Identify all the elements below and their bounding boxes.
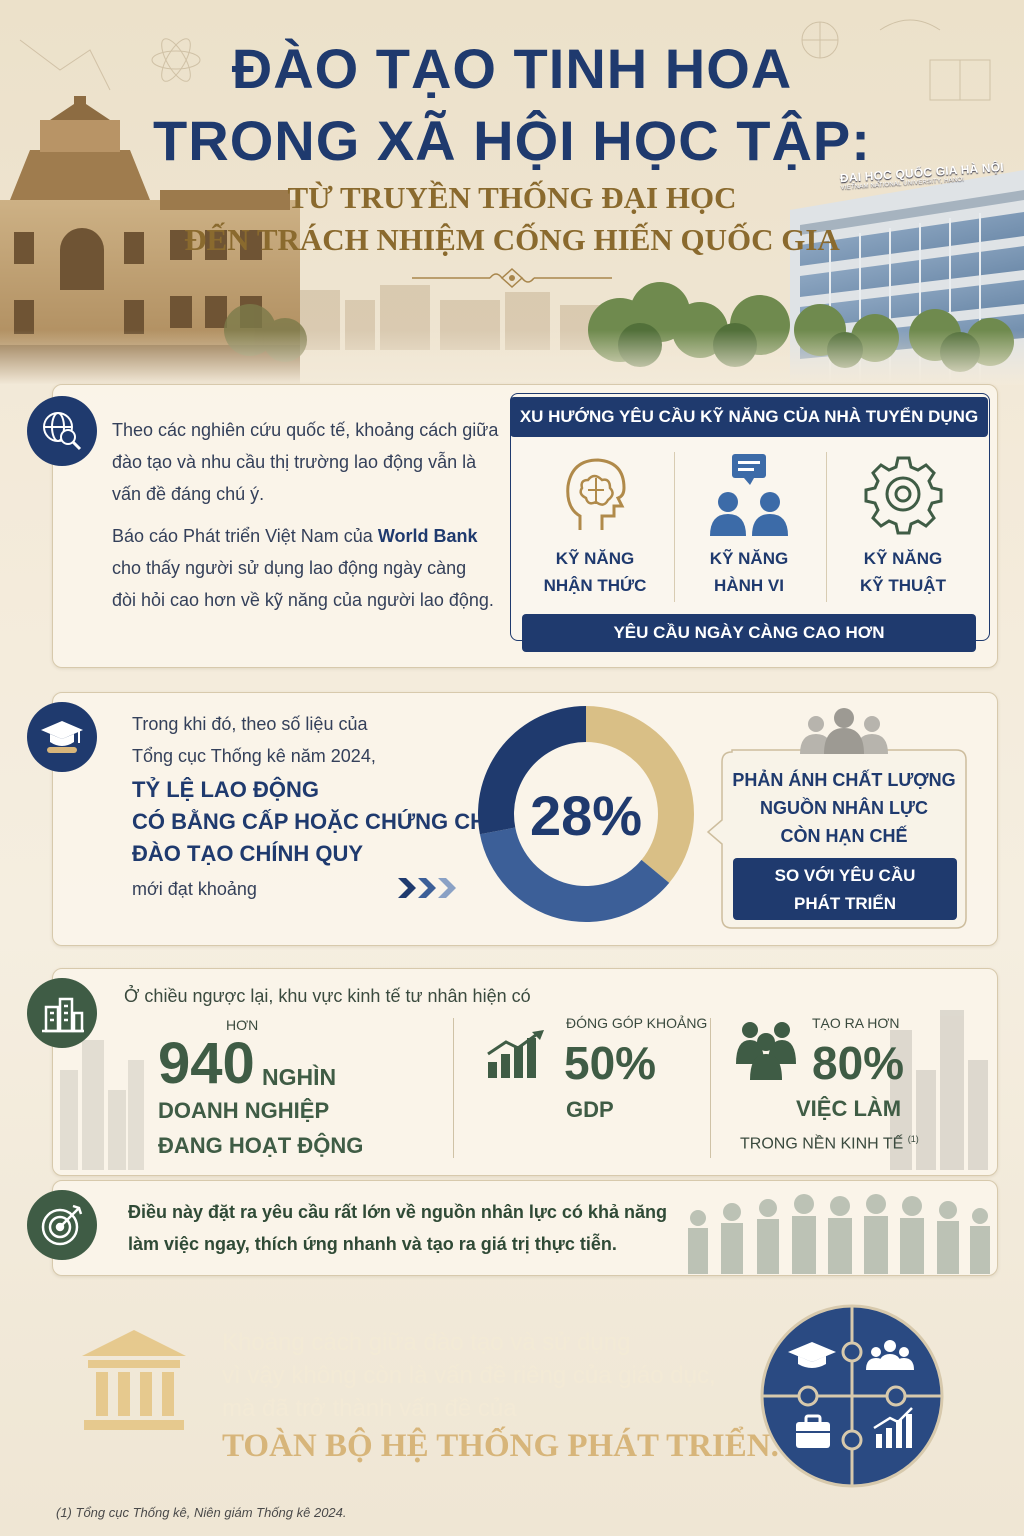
conclusion-line1: Khoảng cách giữa đào tạo và sử dụng (222, 1329, 631, 1356)
skill-cognitive-icon (520, 450, 670, 545)
intro-line-1: Theo các nghiên cứu quốc tế, khoảng cách… (112, 420, 499, 440)
stats-divider-2 (710, 1018, 711, 1158)
conclusion-text: Khoảng cách giữa đào tạo và sử dụng vì v… (222, 1326, 716, 1425)
skill-technical-icon (828, 450, 978, 545)
donut-segment-mid-blue (479, 827, 670, 922)
requirement-text: Điều này đặt ra yêu cầu rất lớn về nguồn… (128, 1196, 667, 1260)
labor-outro: mới đạt khoảng (132, 879, 257, 899)
stat3-footnote-ref: (1) (907, 1134, 919, 1144)
skill-technical-line1: KỸ NĂNG (863, 549, 943, 568)
title-line-1: ĐÀO TẠO TINH HOA (231, 37, 793, 100)
skill-cognitive-line2: NHẬN THỨC (543, 576, 647, 595)
callout-text: PHẢN ÁNH CHẤT LƯỢNG NGUỒN NHÂN LỰC CÒN H… (722, 766, 966, 850)
intro-line-3: vấn đề đáng chú ý. (112, 484, 265, 504)
skill-label-cognitive: KỸ NĂNG NHẬN THỨC (520, 545, 670, 599)
requirement-line2: làm việc ngay, thích ứng nhanh và tạo ra… (128, 1234, 617, 1254)
growth-bars-icon (487, 1030, 544, 1078)
workforce-silhouette (688, 1194, 990, 1274)
globe-search-icon (27, 396, 97, 466)
labor-intro-line2: Tổng cục Thống kê năm 2024, (132, 746, 376, 766)
skills-divider-2 (826, 452, 827, 602)
callout-badge: SO VỚI YÊU CẦU PHÁT TRIỂN (733, 858, 957, 920)
callout-line2: NGUỒN NHÂN LỰC (760, 798, 928, 818)
percent-value: 28% (529, 784, 643, 847)
callout-badge-line1: SO VỚI YÊU CẦU (774, 866, 916, 885)
labor-intro: Trong khi đó, theo số liệu của Tổng cục … (132, 708, 376, 772)
skill-technical-line2: KỸ THUẬT (860, 576, 946, 595)
target-arrow-icon (27, 1190, 97, 1260)
labor-intro-line1: Trong khi đó, theo số liệu của (132, 714, 368, 734)
callout-line1: PHẢN ÁNH CHẤT LƯỢNG (732, 770, 956, 790)
stat1-number: 940 (158, 1031, 255, 1096)
skills-title: XU HƯỚNG YÊU CẦU KỸ NĂNG CỦA NHÀ TUYỂN D… (510, 397, 988, 437)
graduation-cap-icon (27, 702, 97, 772)
puzzle-graduation-cap-icon (788, 1342, 836, 1368)
callout-line3: CÒN HẠN CHẾ (780, 826, 908, 846)
stat3-caption: TẠO RA HƠN (812, 1015, 900, 1031)
stat2-number: 50% (564, 1037, 657, 1089)
people-group-icon (800, 708, 888, 754)
stat2-caption: ĐÓNG GÓP KHOẢNG (566, 1015, 708, 1031)
skill-behavioral-line2: HÀNH VI (714, 576, 784, 595)
skills-divider-1 (674, 452, 675, 602)
title-line-2: TRONG XÃ HỘI HỌC TẬP: (153, 109, 871, 172)
skill-label-technical: KỸ NĂNG KỸ THUẬT (828, 545, 978, 599)
skill-label-behavioral: KỸ NĂNG HÀNH VI (674, 545, 824, 599)
stat3-line: VIỆC LÀM (796, 1096, 902, 1121)
worldbank-line-3: đòi hỏi cao hơn về kỹ năng của người lao… (112, 590, 494, 610)
puzzle-growth-chart-icon (873, 1407, 913, 1448)
conclusion-line3: mà đã trở thành vấn đề của (222, 1395, 517, 1422)
stat3-sub-text: TRONG NỀN KINH TẾ (740, 1135, 904, 1153)
header-illustration (0, 0, 1024, 385)
skill-behavioral-icon (674, 450, 824, 545)
intro-line-2: đào tạo và nhu cầu thị trường lao động v… (112, 452, 477, 472)
skill-cognitive-line1: KỸ NĂNG (555, 549, 635, 568)
labor-highlight: TỶ LỆ LAO ĐỘNG CÓ BẰNG CẤP HOẶC CHỨNG CH… (132, 774, 492, 870)
subtitle-line-1: TỪ TRUYỀN THỐNG ĐẠI HỌC (287, 180, 737, 215)
worldbank-line-2: cho thấy người sử dụng lao động ngày càn… (112, 558, 467, 578)
people-crowd-icon (736, 1022, 796, 1080)
institution-icon (82, 1330, 186, 1430)
donut-segment-gold (586, 706, 694, 883)
subtitle-line-2: ĐẾN TRÁCH NHIỆM CỐNG HIẾN QUỐC GIA (184, 222, 840, 257)
requirement-line1: Điều này đặt ra yêu cầu rất lớn về nguồn… (128, 1202, 667, 1222)
private-sector-panel (52, 968, 998, 1176)
intro-paragraph: Theo các nghiên cứu quốc tế, khoảng cách… (112, 414, 502, 616)
background-skyline-left (60, 1040, 144, 1170)
stats-divider-1 (453, 1018, 454, 1158)
stat1-line2: DOANH NGHIỆP (158, 1098, 330, 1123)
stat3-number: 80% (812, 1037, 905, 1089)
donut-segment-navy (478, 706, 586, 835)
header: ĐÀO TẠO TINH HOA TRONG XÃ HỘI HỌC TẬP: T… (0, 0, 1024, 385)
ornament-divider (412, 267, 612, 289)
percent-donut (478, 706, 694, 922)
skill-behavioral-line1: KỸ NĂNG (709, 549, 789, 568)
worldbank-prefix: Báo cáo Phát triển Việt Nam của (112, 526, 378, 546)
conclusion-emphasis: TOÀN BỘ HỆ THỐNG PHÁT TRIỂN. (222, 1428, 779, 1464)
labor-highlight-line2: CÓ BẰNG CẤP HOẶC CHỨNG CHỈ (132, 809, 493, 834)
stat2-line: GDP (566, 1097, 614, 1122)
stat1-line3: ĐANG HOẠT ĐỘNG (158, 1133, 364, 1158)
worldbank-line: Báo cáo Phát triển Việt Nam của World Ba… (112, 520, 502, 552)
private-sector-intro: Ở chiều ngược lại, khu vực kinh tế tư nh… (124, 986, 531, 1006)
buildings-icon (27, 978, 97, 1048)
labor-highlight-line1: TỶ LỆ LAO ĐỘNG (132, 777, 319, 802)
skills-footer: YÊU CẦU NGÀY CÀNG CAO HƠN (522, 614, 976, 652)
footnote: (1) Tổng cục Thống kê, Niên giám Thống k… (56, 1505, 347, 1520)
conclusion-line2: vì vậy không còn là vấn đề riêng của giá… (222, 1362, 716, 1389)
background-skyline-right (890, 1010, 988, 1170)
puzzle-people-icon (866, 1340, 914, 1370)
chevrons-right-icon (398, 878, 456, 898)
worldbank-name: World Bank (377, 526, 478, 546)
callout-badge-line2: PHÁT TRIỂN (794, 894, 896, 913)
puzzle-circle (760, 1304, 944, 1488)
stat3-sub: TRONG NỀN KINH TẾ (1) (740, 1134, 919, 1153)
stat1-unit: NGHÌN (262, 1064, 337, 1090)
labor-highlight-line3: ĐÀO TẠO CHÍNH QUY (132, 841, 363, 866)
stat1-caption: HƠN (226, 1017, 259, 1033)
puzzle-briefcase-icon (796, 1414, 830, 1448)
